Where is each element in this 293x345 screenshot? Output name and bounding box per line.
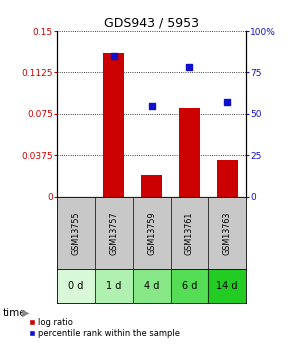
Text: 0 d: 0 d bbox=[68, 281, 84, 291]
Legend: log ratio, percentile rank within the sample: log ratio, percentile rank within the sa… bbox=[28, 317, 181, 339]
Text: GSM13757: GSM13757 bbox=[109, 211, 118, 255]
Point bbox=[149, 103, 154, 108]
Point bbox=[225, 99, 230, 105]
Text: 6 d: 6 d bbox=[182, 281, 197, 291]
Bar bbox=[217, 160, 238, 197]
Text: GSM13759: GSM13759 bbox=[147, 211, 156, 255]
Text: 1 d: 1 d bbox=[106, 281, 122, 291]
Text: GSM13763: GSM13763 bbox=[223, 211, 232, 255]
Text: GSM13755: GSM13755 bbox=[71, 211, 81, 255]
Bar bbox=[133, 269, 171, 303]
Bar bbox=[208, 269, 246, 303]
Point bbox=[187, 65, 192, 70]
Bar bbox=[171, 269, 208, 303]
Bar bbox=[57, 269, 95, 303]
Bar bbox=[179, 108, 200, 197]
Point bbox=[111, 53, 116, 59]
Text: 14 d: 14 d bbox=[217, 281, 238, 291]
Text: GSM13761: GSM13761 bbox=[185, 211, 194, 255]
Title: GDS943 / 5953: GDS943 / 5953 bbox=[104, 17, 199, 30]
Text: time: time bbox=[3, 308, 27, 318]
Bar bbox=[103, 53, 124, 197]
Bar bbox=[95, 269, 133, 303]
Text: ▶: ▶ bbox=[22, 308, 30, 318]
Bar bbox=[141, 175, 162, 197]
Text: 4 d: 4 d bbox=[144, 281, 159, 291]
